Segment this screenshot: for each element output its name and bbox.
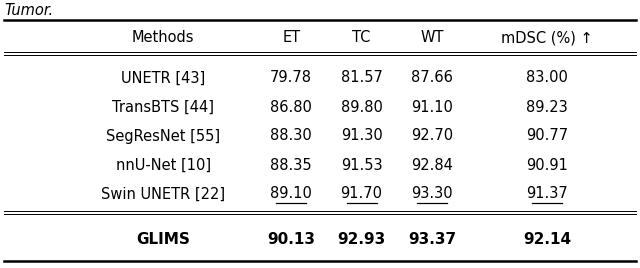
Text: 89.23: 89.23 (526, 99, 568, 114)
Text: 92.14: 92.14 (523, 233, 572, 248)
Text: 83.00: 83.00 (526, 70, 568, 85)
Text: 88.35: 88.35 (270, 158, 312, 173)
Text: 81.57: 81.57 (340, 70, 383, 85)
Text: 89.10: 89.10 (270, 187, 312, 202)
Text: TC: TC (353, 31, 371, 46)
Text: WT: WT (420, 31, 444, 46)
Text: 91.53: 91.53 (340, 158, 383, 173)
Text: Swin UNETR [22]: Swin UNETR [22] (101, 187, 225, 202)
Text: SegResNet [55]: SegResNet [55] (106, 128, 220, 143)
Text: 91.30: 91.30 (340, 128, 383, 143)
Text: 92.93: 92.93 (337, 233, 386, 248)
Text: Methods: Methods (132, 31, 195, 46)
Text: 90.91: 90.91 (526, 158, 568, 173)
Text: 87.66: 87.66 (411, 70, 453, 85)
Text: ET: ET (282, 31, 300, 46)
Text: 86.80: 86.80 (270, 99, 312, 114)
Text: TransBTS [44]: TransBTS [44] (112, 99, 214, 114)
Text: 79.78: 79.78 (270, 70, 312, 85)
Text: 90.77: 90.77 (526, 128, 568, 143)
Text: 93.37: 93.37 (408, 233, 456, 248)
Text: mDSC (%) ↑: mDSC (%) ↑ (501, 31, 593, 46)
Text: GLIMS: GLIMS (136, 233, 190, 248)
Text: 91.10: 91.10 (411, 99, 453, 114)
Text: Tumor.: Tumor. (4, 3, 53, 18)
Text: 88.30: 88.30 (270, 128, 312, 143)
Text: 89.80: 89.80 (340, 99, 383, 114)
Text: UNETR [43]: UNETR [43] (121, 70, 205, 85)
Text: 91.70: 91.70 (340, 187, 383, 202)
Text: 92.84: 92.84 (411, 158, 453, 173)
Text: 93.30: 93.30 (411, 187, 453, 202)
Text: 92.70: 92.70 (411, 128, 453, 143)
Text: 90.13: 90.13 (268, 233, 315, 248)
Text: nnU-Net [10]: nnU-Net [10] (116, 158, 211, 173)
Text: 91.37: 91.37 (526, 187, 568, 202)
